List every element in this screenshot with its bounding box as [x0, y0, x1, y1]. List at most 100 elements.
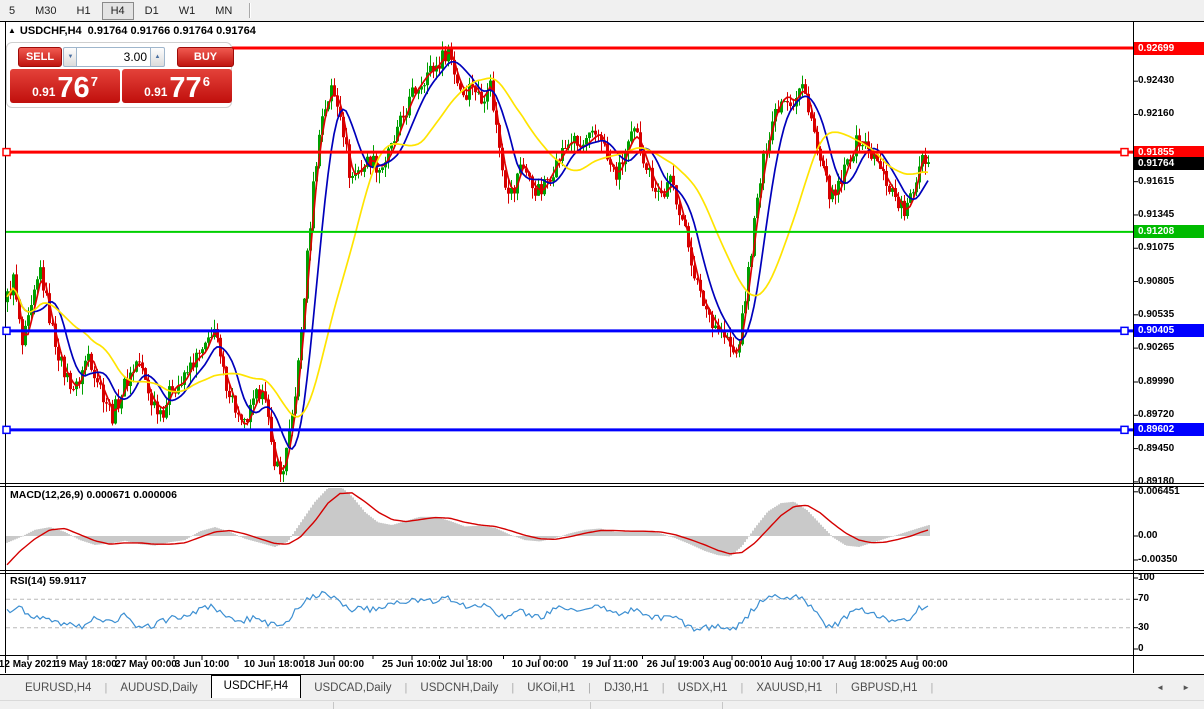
tab-audusd-daily[interactable]: AUDUSD,Daily	[120, 681, 198, 694]
price-badge: 0.91764	[1134, 156, 1204, 170]
sell-price-big: 76	[57, 72, 90, 104]
tab-scroll-right-icon[interactable]: ►	[1182, 683, 1190, 692]
chart-tabs: EURUSD,H4 | AUDUSD,Daily USDCHF,H4 USDCAD,Da…	[0, 674, 1204, 700]
price-badge: 0.90405	[1134, 324, 1204, 338]
volume-input[interactable]: 3.00	[76, 47, 152, 67]
price-tick-label: 0.91075	[1138, 242, 1175, 254]
time-axis-label: 25 Jun 10:00	[381, 659, 443, 670]
collapse-icon[interactable]: ▲	[8, 26, 16, 35]
sell-price-sup: 7	[90, 74, 98, 89]
buy-price-display[interactable]: 0.91 77 6	[122, 69, 232, 103]
timeframe-toolbar: 5 M30 H1 H4 D1 W1 MN	[0, 0, 1204, 21]
hline-handle[interactable]	[2, 147, 11, 157]
rsi-tick-label: 100	[1138, 572, 1155, 583]
status-separator	[333, 702, 334, 709]
timeframe-button-h4[interactable]: H4	[101, 1, 134, 20]
timeframe-button-5[interactable]: 5	[9, 4, 16, 17]
tab-xauusd-h1[interactable]: XAUUSD,H1	[756, 681, 823, 694]
hline-handle[interactable]	[1120, 326, 1129, 336]
macd-tick-label: -0.00350	[1138, 553, 1178, 565]
price-badge: 0.91855	[1134, 145, 1204, 159]
price-tick-label: 0.89180	[1138, 475, 1175, 487]
buy-price-prefix: 0.91	[144, 85, 168, 99]
toolbar-separator	[249, 3, 252, 18]
time-axis-label: 3 Aug 00:00	[704, 659, 760, 670]
price-tick-label: 0.92430	[1138, 75, 1175, 87]
tab-eurusd-h4[interactable]: EURUSD,H4	[25, 681, 92, 694]
timeframe-button-mn[interactable]: MN	[215, 4, 233, 17]
status-separator	[722, 702, 723, 709]
tab-ukoil-h1[interactable]: UKOil,H1	[527, 681, 576, 694]
time-axis-label: 3 Jun 10:00	[174, 659, 230, 670]
rsi-tick-label: 70	[1138, 593, 1150, 605]
price-badge: 0.89602	[1134, 423, 1204, 437]
tab-separator: |	[104, 681, 108, 694]
time-axis-label: 27 May 00:00	[115, 659, 177, 670]
time-axis-label: 10 Jun 18:00	[243, 659, 305, 670]
price-tick-label: 0.92160	[1138, 108, 1175, 120]
status-strip	[0, 700, 1204, 709]
price-tick-label: 0.89450	[1138, 442, 1175, 454]
buy-price-big: 77	[169, 72, 202, 104]
quote-header[interactable]: ▲ USDCHF,H4 0.91764 0.91766 0.91764 0.9176…	[8, 25, 256, 37]
hline-handle[interactable]	[1120, 425, 1129, 435]
tab-separator: |	[404, 681, 408, 694]
timeframe-button-h1[interactable]: H1	[76, 4, 91, 17]
sell-button[interactable]: SELL	[18, 47, 62, 67]
time-axis-label: 10 Jul 00:00	[511, 659, 569, 670]
price-badge: 0.92699	[1134, 41, 1204, 55]
hline-handle[interactable]	[2, 425, 11, 435]
quote-symbol: USDCHF,H4	[19, 25, 82, 37]
sell-price-display[interactable]: 0.91 76 7	[10, 69, 120, 103]
hline-handle[interactable]	[1120, 147, 1129, 157]
tab-separator: |	[588, 681, 591, 694]
rsi-label: RSI(14) 59.9117	[10, 575, 87, 587]
rsi-tick-label: 0	[1138, 643, 1144, 654]
time-axis-label: 18 Jun 00:00	[303, 659, 365, 670]
time-axis-label: 12 May 2021	[0, 659, 58, 670]
time-axis-label: 2 Jul 18:00	[441, 659, 493, 670]
price-tick-label: 0.89990	[1138, 376, 1175, 387]
time-axis-label: 19 May 18:00	[55, 659, 117, 670]
time-axis-label: 25 Aug 00:00	[886, 659, 948, 670]
tab-usdx-h1[interactable]: USDX,H1	[677, 681, 728, 694]
price-tick-label: 0.90535	[1138, 308, 1175, 320]
tab-separator: |	[835, 681, 839, 694]
volume-increase-button[interactable]: ▲	[150, 47, 165, 67]
macd-tick-label: 0.006451	[1138, 485, 1180, 497]
timeframe-button-m30[interactable]: M30	[35, 4, 57, 17]
buy-button[interactable]: BUY	[177, 47, 234, 67]
tab-usdcnh-daily[interactable]: USDCNH,Daily	[420, 681, 499, 694]
time-axis-label: 19 Jul 11:00	[581, 659, 639, 670]
price-tick-label: 0.90805	[1138, 275, 1175, 287]
quote-prices: 0.91764 0.91766 0.91764 0.91764	[87, 25, 256, 37]
buy-price-sup: 6	[202, 74, 210, 89]
macd-tick-label: 0.00	[1138, 530, 1158, 541]
tab-usdchf-h4[interactable]: USDCHF,H4	[210, 674, 302, 698]
tab-scroll-buttons: ◄ ►	[1156, 683, 1204, 692]
tab-scroll-left-icon[interactable]: ◄	[1156, 683, 1165, 692]
sell-price-prefix: 0.91	[32, 85, 56, 99]
time-axis-label: 17 Aug 18:00	[824, 659, 886, 670]
price-tick-label: 0.90265	[1138, 342, 1175, 354]
tab-dj30-h1[interactable]: DJ30,H1	[604, 681, 649, 694]
timeframe-button-d1[interactable]: D1	[144, 4, 159, 17]
tab-separator: |	[930, 681, 934, 694]
price-badge: 0.91208	[1134, 225, 1204, 239]
price-tick-label: 0.91345	[1138, 208, 1175, 220]
hline-handle[interactable]	[2, 326, 11, 336]
time-axis-label: 10 Aug 10:00	[760, 659, 822, 670]
tab-separator: |	[740, 681, 744, 694]
tab-gbpusd-h1[interactable]: GBPUSD,H1	[851, 681, 918, 694]
time-axis-label: 26 Jul 19:00	[646, 659, 704, 670]
timeframe-button-w1[interactable]: W1	[178, 4, 196, 17]
one-click-trading-panel: SELL ▼ 3.00 ▲ BUY 0.91 76 7 0.91 77 6	[6, 42, 234, 108]
price-tick-label: 0.89720	[1138, 409, 1175, 421]
tab-separator: |	[511, 681, 515, 694]
macd-label: MACD(12,26,9) 0.000671 0.000006	[10, 489, 177, 501]
tab-usdcad-daily[interactable]: USDCAD,Daily	[314, 681, 392, 694]
price-tick-label: 0.91615	[1138, 175, 1175, 187]
rsi-tick-label: 30	[1138, 621, 1150, 633]
tab-separator: |	[661, 681, 665, 694]
